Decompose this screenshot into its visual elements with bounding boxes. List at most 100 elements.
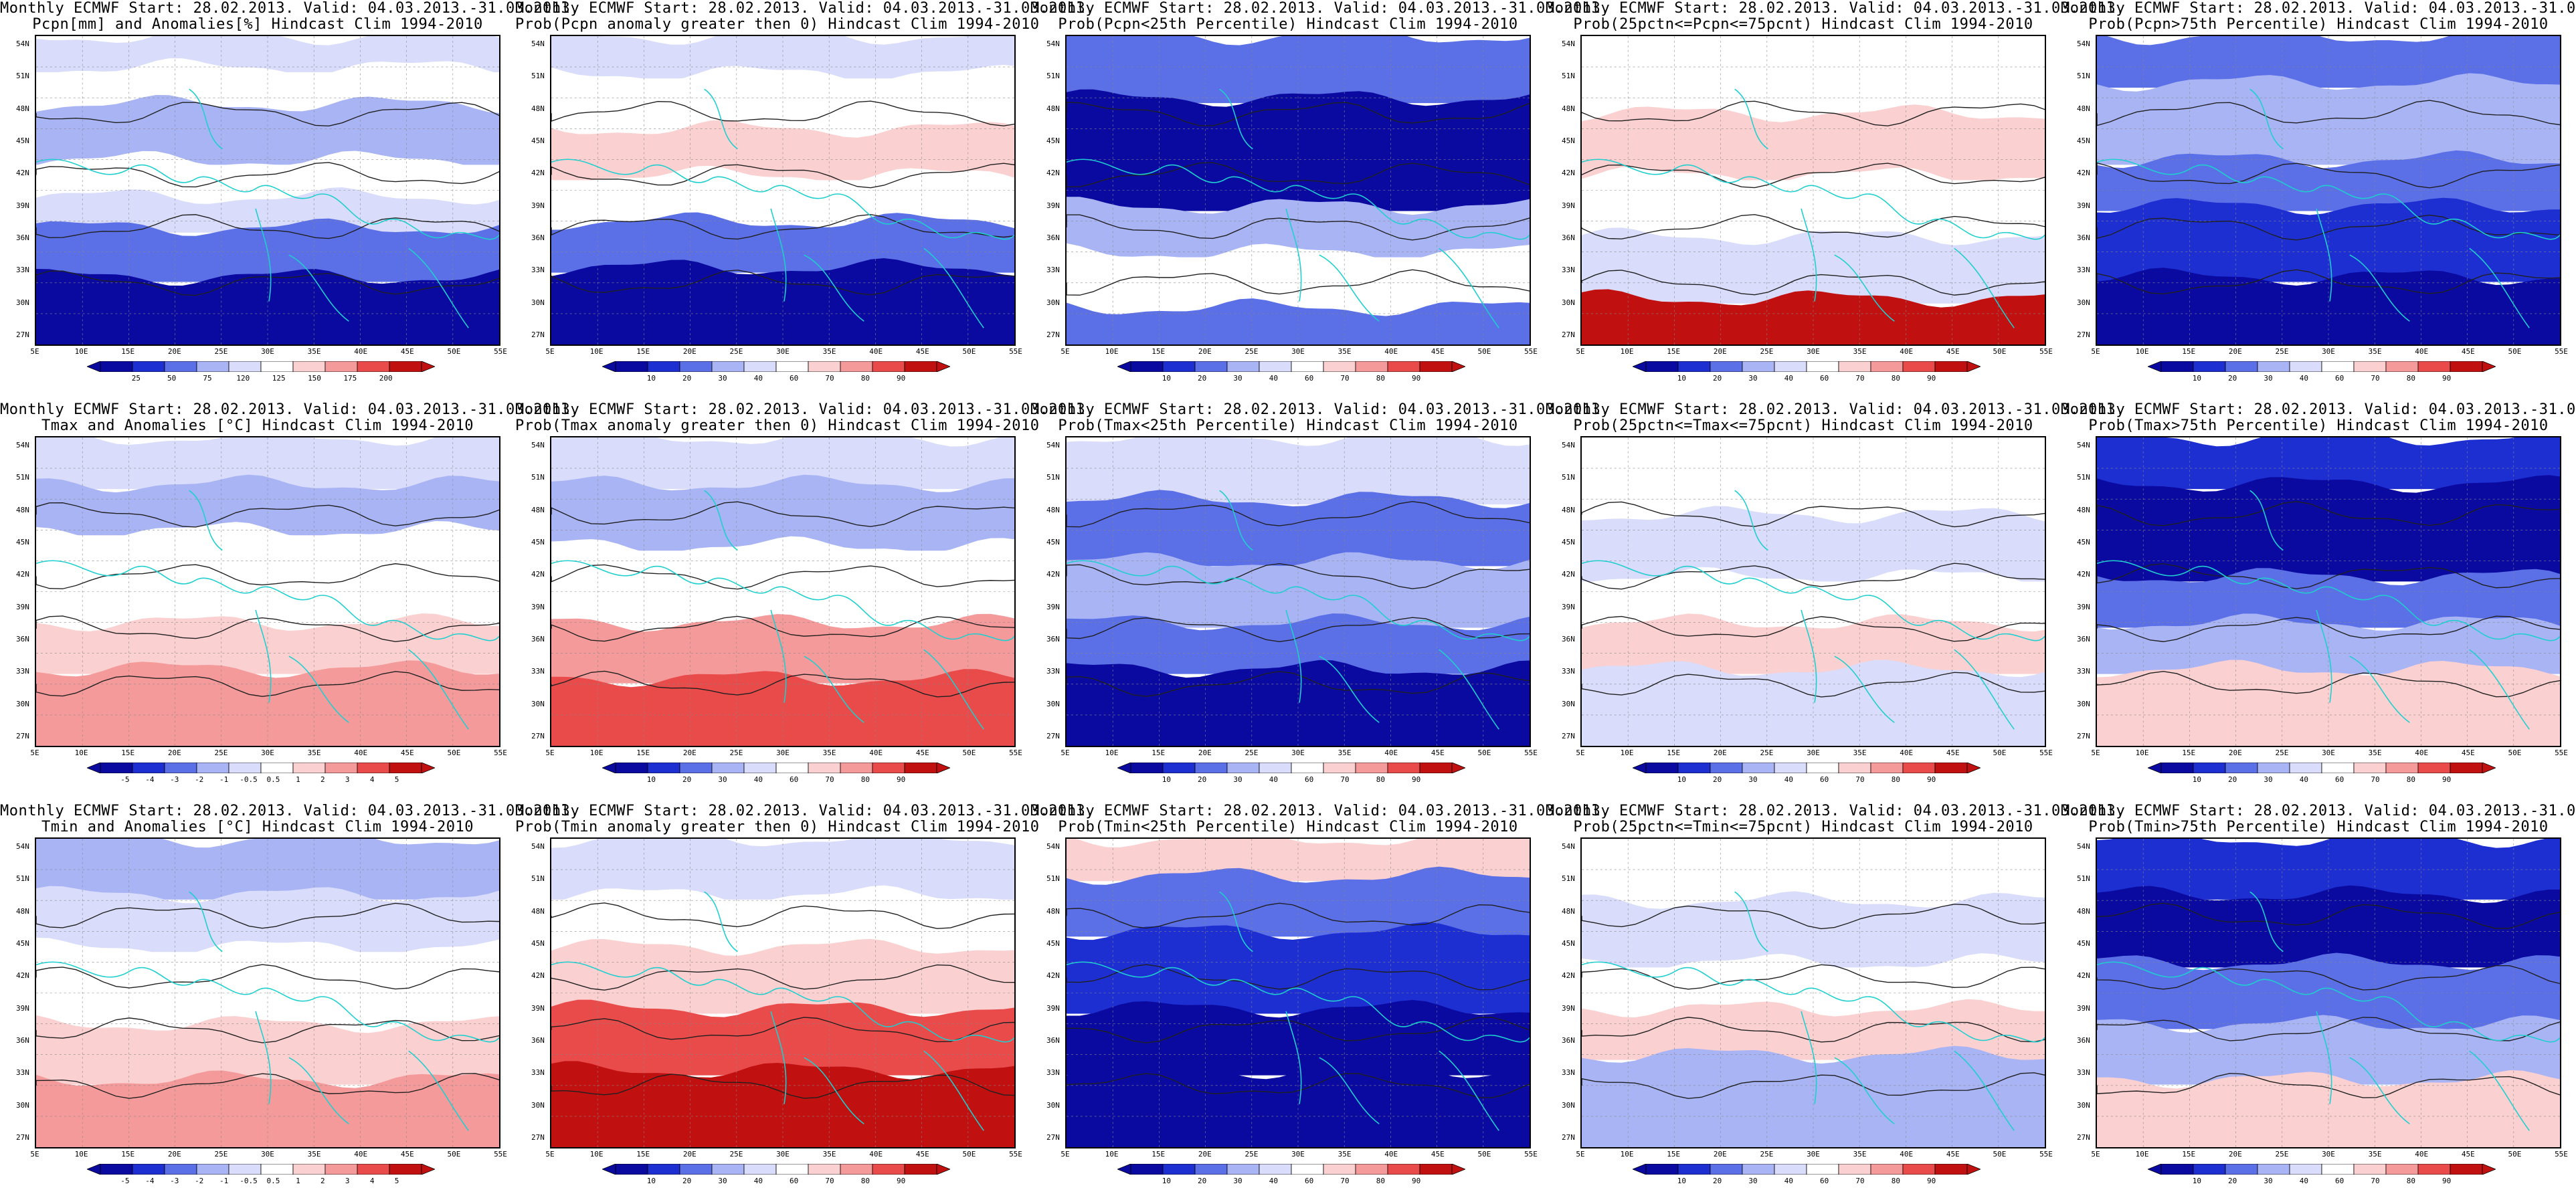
latitude-tick-label: 36N xyxy=(1046,233,1060,242)
scale-max-arrow xyxy=(1451,361,1467,373)
panel-title: Monthly ECMWF Start: 28.02.2013. Valid: … xyxy=(1030,0,1610,17)
latitude-tick-label: 30N xyxy=(16,1100,29,1110)
scale-swatch xyxy=(1259,762,1292,774)
latitude-tick-label: 27N xyxy=(531,330,545,339)
map-plot xyxy=(35,837,500,1148)
scale-label: 4 xyxy=(369,775,375,784)
longitude-tick-label: 15E xyxy=(1667,748,1681,757)
latitude-tick-label: 48N xyxy=(16,906,29,916)
latitude-tick-label: 42N xyxy=(1562,169,1575,178)
contour-line xyxy=(1582,501,2045,528)
scale-label: 10 xyxy=(646,374,656,383)
latitude-tick-label: 54N xyxy=(1046,39,1060,48)
latitude-tick-label: 45N xyxy=(1562,538,1575,546)
longitude-tick-label: 45E xyxy=(915,748,929,757)
scale-label: 90 xyxy=(1927,775,1936,784)
contour-line xyxy=(1582,563,2045,590)
longitude-tick-label: 45E xyxy=(400,1150,414,1159)
latitude-tick-label: 36N xyxy=(2077,233,2090,242)
panel-title: Monthly ECMWF Start: 28.02.2013. Valid: … xyxy=(1546,0,2125,17)
scale-swatch xyxy=(389,762,422,774)
scale-swatch xyxy=(808,1163,841,1175)
scale-label: 90 xyxy=(1927,374,1936,383)
scale-swatch xyxy=(1387,762,1420,774)
contour-line xyxy=(1067,671,1530,697)
coastline xyxy=(36,891,499,1131)
scale-swatch xyxy=(1259,1163,1292,1175)
map-panel: Monthly ECMWF Start: 28.02.2013. Valid: … xyxy=(515,401,1095,803)
map-field xyxy=(1582,839,2045,1147)
map-plot xyxy=(2096,436,2561,747)
latitude-tick-label: 48N xyxy=(1562,505,1575,514)
contour-line xyxy=(551,270,1014,296)
longitude-tick-label: 5E xyxy=(2091,748,2100,757)
scale-swatch xyxy=(389,361,422,373)
scale-swatch xyxy=(775,1163,809,1175)
scale-swatch xyxy=(1419,762,1453,774)
latitude-tick-label: 27N xyxy=(2077,330,2090,339)
longitude-tick-label: 55E xyxy=(1524,347,1538,356)
anomaly-field-region xyxy=(1582,1045,2045,1147)
longitude-tick-label: 15E xyxy=(1667,1150,1681,1159)
longitude-tick-label: 55E xyxy=(1009,1150,1022,1159)
scale-min-arrow xyxy=(601,361,616,373)
scale-swatch xyxy=(1774,361,1807,373)
latitude-tick-label: 54N xyxy=(16,39,29,48)
panel-title: Monthly ECMWF Start: 28.02.2013. Valid: … xyxy=(2061,401,2576,418)
scale-label: -3 xyxy=(170,1177,179,1185)
latitude-tick-label: 39N xyxy=(531,201,545,210)
scale-label: 40 xyxy=(753,775,763,784)
longitude-tick-label: 15E xyxy=(1152,1150,1166,1159)
scale-label: 10 xyxy=(646,775,656,784)
latitude-tick-label: 39N xyxy=(2077,201,2090,210)
scale-swatch xyxy=(1934,762,1968,774)
latitude-tick-label: 48N xyxy=(16,505,29,514)
scale-label: 80 xyxy=(860,775,870,784)
scale-swatch xyxy=(357,361,390,373)
color-scale-bar xyxy=(2146,361,2497,373)
longitude-tick-label: 45E xyxy=(2461,1150,2475,1159)
panel-subtitle: Prob(Tmin<25th Percentile) Hindcast Clim… xyxy=(1058,819,1518,835)
anomaly-field-region xyxy=(551,36,1014,79)
latitude-tick-label: 39N xyxy=(1046,1003,1060,1013)
scale-swatch xyxy=(1870,762,1904,774)
contour-line xyxy=(36,1073,499,1099)
scale-swatch xyxy=(1806,361,1839,373)
panel-subtitle: Prob(25pctn<=Tmax<=75pcnt) Hindcast Clim… xyxy=(1573,417,2033,434)
scale-label: 200 xyxy=(379,374,393,383)
contour-line xyxy=(2097,965,2560,991)
latitude-tick-label: 48N xyxy=(2077,505,2090,514)
latitude-tick-label: 51N xyxy=(16,874,29,884)
latitude-tick-label: 48N xyxy=(531,505,545,514)
scale-swatch xyxy=(260,762,294,774)
latitude-tick-label: 51N xyxy=(16,473,29,482)
scale-swatch xyxy=(2385,762,2419,774)
panel-subtitle: Prob(Pcpn anomaly greater then 0) Hindca… xyxy=(515,16,1040,33)
scale-min-arrow xyxy=(1631,361,1647,373)
latitude-tick-label: 33N xyxy=(2077,266,2090,275)
longitude-tick-label: 5E xyxy=(1061,748,1070,757)
scale-swatch xyxy=(1291,361,1324,373)
scale-swatch xyxy=(872,361,905,373)
longitude-tick-label: 5E xyxy=(545,748,555,757)
anomaly-field-region xyxy=(1067,490,1530,567)
scale-swatch xyxy=(1291,762,1324,774)
longitude-tick-label: 40E xyxy=(1900,1150,1914,1159)
scale-swatch xyxy=(1677,361,1711,373)
scale-swatch xyxy=(711,361,745,373)
longitude-tick-label: 20E xyxy=(2228,748,2242,757)
scale-swatch xyxy=(357,762,390,774)
longitude-tick-label: 20E xyxy=(167,347,181,356)
latitude-tick-label: 51N xyxy=(1562,72,1575,81)
scale-swatch xyxy=(1677,762,1711,774)
map-panel: Monthly ECMWF Start: 28.02.2013. Valid: … xyxy=(2061,803,2576,1204)
panel-title: Monthly ECMWF Start: 28.02.2013. Valid: … xyxy=(515,401,1095,418)
longitude-tick-label: 45E xyxy=(1946,1150,1960,1159)
scale-label: 120 xyxy=(236,374,250,383)
longitude-tick-label: 20E xyxy=(1198,347,1212,356)
longitude-tick-label: 30E xyxy=(776,347,790,356)
scale-label: -3 xyxy=(170,775,179,784)
map-panel: Monthly ECMWF Start: 28.02.2013. Valid: … xyxy=(0,0,579,401)
scale-label: 20 xyxy=(1713,374,1722,383)
scale-swatch xyxy=(2417,1163,2451,1175)
